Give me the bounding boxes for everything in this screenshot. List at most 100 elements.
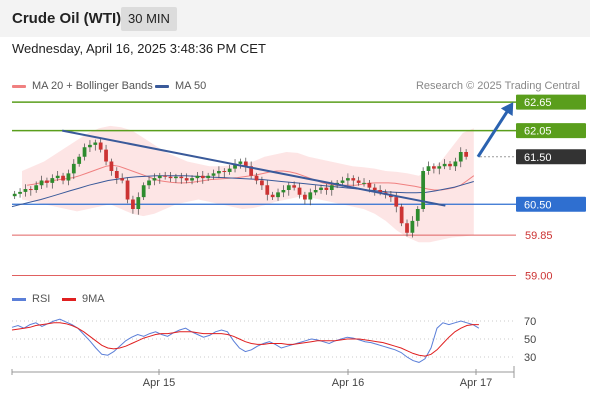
candle-body <box>426 166 431 171</box>
level-label-3: 60.50 <box>524 199 552 211</box>
ma20-swatch <box>12 84 26 88</box>
bollinger-band <box>22 125 474 243</box>
legend-rsi: RSI <box>12 293 50 305</box>
candle-body <box>249 166 254 176</box>
candle-body <box>432 166 436 169</box>
candle-body <box>77 156 82 164</box>
candle-body <box>23 189 28 192</box>
candle-body <box>254 175 259 181</box>
candle-body <box>281 190 286 193</box>
candle-body <box>190 178 194 181</box>
candle-body <box>453 161 458 167</box>
candle-body <box>448 163 452 167</box>
rsi-tick-label: 70 <box>524 316 536 328</box>
level-tag-3 <box>516 196 586 212</box>
candle-body <box>109 161 114 171</box>
candle-body <box>405 223 409 233</box>
candle-body <box>131 199 135 209</box>
candle-body <box>179 176 184 179</box>
x-tick-label: Apr 17 <box>460 377 492 389</box>
candle-body <box>458 152 463 162</box>
candle-body <box>308 192 313 200</box>
candle-body <box>421 171 426 209</box>
candle-body <box>82 147 87 157</box>
candle-body <box>351 178 356 181</box>
candle-body <box>163 175 168 177</box>
level-label-4: 59.85 <box>525 230 553 242</box>
rsi-line <box>11 318 480 363</box>
candle-body <box>297 187 302 195</box>
9ma-swatch <box>62 297 76 301</box>
candle-body <box>174 176 178 179</box>
candle-body <box>346 178 350 181</box>
candle-body <box>356 180 361 183</box>
rsi-tick-label: 30 <box>524 352 536 364</box>
candle-body <box>243 161 248 167</box>
candle-body <box>227 168 232 172</box>
ma50-line <box>11 175 474 208</box>
candle-body <box>55 175 60 179</box>
instrument-title: Crude Oil (WTI) <box>12 10 122 27</box>
candle-body <box>410 220 415 233</box>
rsi-tick-label: 50 <box>524 334 536 346</box>
candle-body <box>147 180 151 186</box>
candle-body <box>200 175 205 179</box>
level-tag-2 <box>516 149 586 165</box>
candle-body <box>45 180 49 183</box>
candle-body <box>394 197 399 207</box>
candle-body <box>184 178 189 181</box>
candle-body <box>28 189 33 191</box>
candle-body <box>222 171 227 172</box>
candle-body <box>125 180 130 200</box>
datetime-label: Wednesday, April 16, 2025 3:48:36 PM CET <box>12 41 266 56</box>
candle-body <box>340 180 345 183</box>
candle-body <box>152 178 157 181</box>
candle-body <box>270 194 275 198</box>
candle-body <box>238 161 243 164</box>
legend-ma20: MA 20 + Bollinger Bands <box>12 80 153 92</box>
candle-body <box>415 209 420 221</box>
candle-body <box>114 171 119 179</box>
ma50-swatch <box>155 84 169 88</box>
header-bar: Crude Oil (WTI) 30 MIN <box>0 0 590 37</box>
candle-body <box>104 149 108 162</box>
candle-body <box>136 197 141 209</box>
candle-body <box>260 180 264 186</box>
candle-body <box>88 144 92 148</box>
ma20-label: MA 20 + Bollinger Bands <box>32 80 153 92</box>
candle-body <box>168 176 173 179</box>
9ma-label: 9MA <box>82 293 105 305</box>
candle-body <box>141 185 146 198</box>
rsi-label: RSI <box>32 293 51 305</box>
candle-body <box>217 171 221 174</box>
candle-body <box>367 182 372 188</box>
candle-body <box>50 178 55 183</box>
legend-9ma: 9MA <box>62 293 105 305</box>
level-label-1: 62.05 <box>524 126 552 138</box>
candle-body <box>399 206 404 224</box>
level-label-5: 59.00 <box>525 271 553 283</box>
candle-body <box>329 185 334 190</box>
candle-body <box>34 185 39 190</box>
projection-arrowhead <box>500 102 514 116</box>
timeframe-button[interactable]: 30 MIN <box>121 7 177 31</box>
level-tag-1 <box>516 123 586 139</box>
candle-body <box>195 175 200 179</box>
x-tick-label: Apr 15 <box>143 377 175 389</box>
level-label-0: 62.65 <box>524 97 552 109</box>
candle-body <box>276 192 280 198</box>
ma50-label: MA 50 <box>175 80 207 92</box>
candle-body <box>39 180 44 186</box>
candle-body <box>71 163 76 174</box>
candle-body <box>286 185 291 190</box>
candle-body <box>437 166 442 169</box>
research-credit: Research © 2025 Trading Central <box>415 80 580 92</box>
candle-body <box>324 187 329 190</box>
candle-body <box>211 173 216 176</box>
candle-body <box>98 142 103 150</box>
rsi-9ma-line <box>11 322 479 357</box>
candle-body <box>18 191 22 194</box>
candle-body <box>292 185 297 188</box>
candle-body <box>12 193 17 197</box>
